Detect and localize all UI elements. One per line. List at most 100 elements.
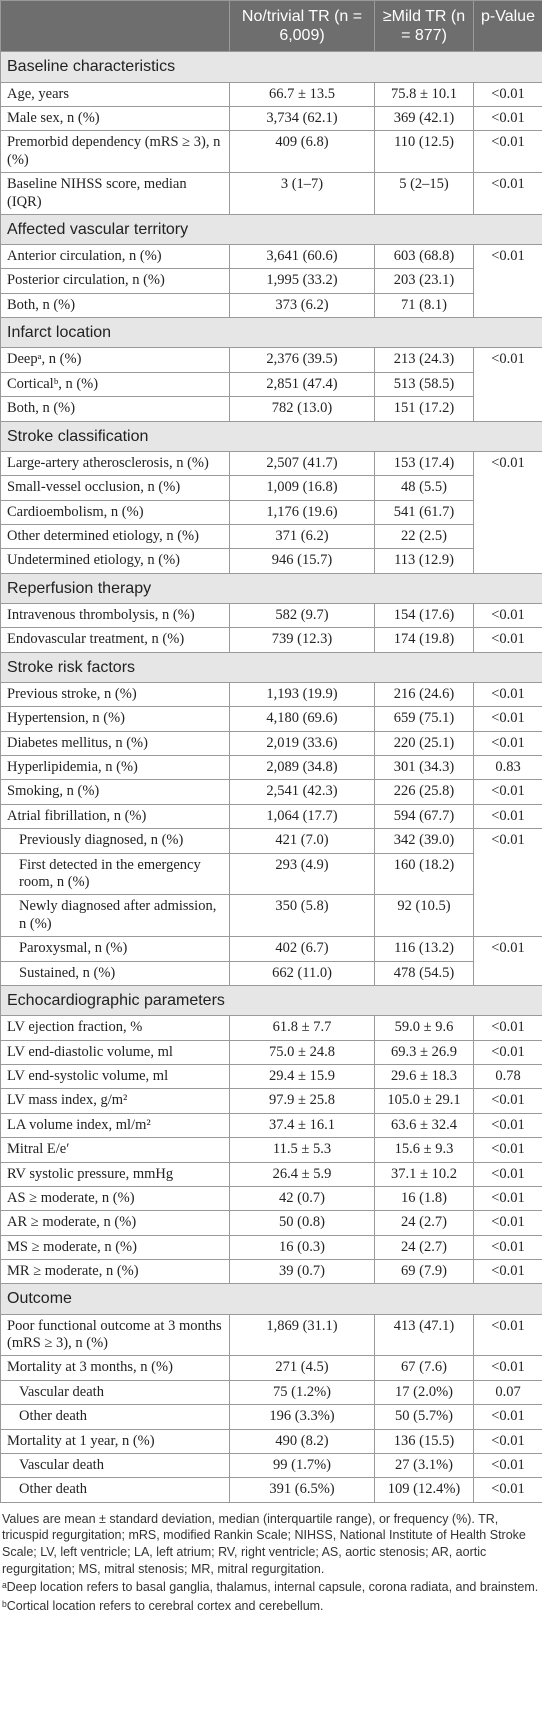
- row-label: Posterior circulation, n (%): [0, 268, 230, 294]
- p-value: <0.01: [473, 828, 542, 938]
- value-cell: 402 (6.7): [229, 936, 375, 962]
- value-cell: 413 (47.1): [374, 1313, 474, 1357]
- value-cell: 67 (7.6): [374, 1355, 474, 1381]
- data-row: Vascular death 99 (1.7%) 27 (3.1%) <0.01: [0, 1453, 542, 1479]
- row-label: MS ≥ moderate, n (%): [0, 1234, 230, 1261]
- data-row: Age, years 66.7 ± 13.5 75.8 ± 10.1 <0.01: [0, 81, 542, 107]
- value-cell: 409 (6.8): [229, 130, 375, 174]
- data-row: Both, n (%) 782 (13.0) 151 (17.2): [0, 396, 542, 422]
- data-row: Mortality at 3 months, n (%) 271 (4.5) 67 …: [0, 1355, 542, 1381]
- row-label: Both, n (%): [0, 292, 230, 319]
- data-row: Other death 196 (3.3%) 50 (5.7%) <0.01: [0, 1404, 542, 1430]
- value-cell: 37.4 ± 16.1: [229, 1112, 375, 1139]
- p-value: <0.01: [473, 602, 542, 629]
- data-row: Paroxysmal, n (%) 402 (6.7) 116 (13.2) <0.0…: [0, 936, 542, 986]
- p-value: <0.01: [473, 1453, 542, 1479]
- value-cell: 136 (15.5): [374, 1428, 474, 1455]
- data-row: LV end-systolic volume, ml 29.4 ± 15.9 29.…: [0, 1063, 542, 1090]
- p-value: <0.01: [473, 450, 542, 574]
- data-row: Both, n (%) 373 (6.2) 71 (8.1): [0, 292, 542, 319]
- value-cell: 1,064 (17.7): [229, 803, 375, 830]
- value-cell: 226 (25.8): [374, 779, 474, 805]
- value-cell: 75 (1.2%): [229, 1379, 375, 1406]
- value-cell: 113 (12.9): [374, 548, 474, 574]
- row-label: Newly diagnosed after admission, n (%): [0, 894, 230, 938]
- data-row: LV end-diastolic volume, ml 75.0 ± 24.8 69…: [0, 1039, 542, 1065]
- value-cell: 16 (1.8): [374, 1185, 474, 1212]
- row-label: Diabetes mellitus, n (%): [0, 730, 230, 757]
- row-label: Undetermined etiology, n (%): [0, 548, 230, 574]
- row-label: LV end-diastolic volume, ml: [0, 1039, 230, 1065]
- section-title: Infarct location: [0, 317, 542, 349]
- row-label: Intravenous thrombolysis, n (%): [0, 602, 230, 629]
- p-value: <0.01: [473, 1355, 542, 1381]
- section-title: Echocardiographic parameters: [0, 984, 542, 1017]
- data-row: Undetermined etiology, n (%) 946 (15.7) 11…: [0, 548, 542, 574]
- row-label: Atrial fibrillation, n (%): [0, 803, 230, 830]
- value-cell: 3 (1–7): [229, 172, 375, 215]
- value-cell: 196 (3.3%): [229, 1404, 375, 1430]
- p-value: <0.01: [473, 627, 542, 653]
- row-label: Other death: [0, 1404, 230, 1430]
- p-value: <0.01: [473, 1088, 542, 1114]
- row-label: LV mass index, g/m²: [0, 1088, 230, 1114]
- data-row: MS ≥ moderate, n (%) 16 (0.3) 24 (2.7) <0.0…: [0, 1234, 542, 1261]
- section-row: Reperfusion therapy: [0, 572, 542, 604]
- data-row: Large-artery atherosclerosis, n (%) 2,507…: [0, 450, 542, 574]
- footnote: ᵇCortical location refers to cerebral co…: [2, 1598, 324, 1613]
- p-value: <0.01: [473, 706, 542, 732]
- data-table: No/trivial TR (n = 6,009) ≥Mild TR (n = 8…: [0, 0, 542, 1503]
- data-row: First detected in the emergency room, n …: [0, 852, 542, 896]
- value-cell: 153 (17.4): [374, 450, 474, 477]
- data-row: Posterior circulation, n (%) 1,995 (33.2)…: [0, 268, 542, 294]
- value-cell: 2,376 (39.5): [229, 347, 375, 373]
- value-cell: 2,851 (47.4): [229, 371, 375, 398]
- row-label: Smoking, n (%): [0, 779, 230, 805]
- row-label: Mortality at 1 year, n (%): [0, 1428, 230, 1455]
- value-cell: 1,995 (33.2): [229, 268, 375, 294]
- data-row: Poor functional outcome at 3 months (mRS…: [0, 1313, 542, 1357]
- value-cell: 71 (8.1): [374, 292, 474, 319]
- row-label: Baseline NIHSS score, median (IQR): [0, 172, 230, 215]
- value-cell: 4,180 (69.6): [229, 706, 375, 732]
- value-cell: 75.8 ± 10.1: [374, 81, 474, 107]
- data-row: Cardioembolism, n (%) 1,176 (19.6) 541 (61…: [0, 499, 542, 525]
- p-value: <0.01: [473, 1015, 542, 1041]
- value-cell: 946 (15.7): [229, 548, 375, 574]
- section-row: Outcome: [0, 1283, 542, 1315]
- value-cell: 1,009 (16.8): [229, 475, 375, 501]
- row-label: Both, n (%): [0, 396, 230, 422]
- value-cell: 105.0 ± 29.1: [374, 1088, 474, 1114]
- row-label: RV systolic pressure, mmHg: [0, 1161, 230, 1187]
- value-cell: 16 (0.3): [229, 1234, 375, 1261]
- section-title: Stroke classification: [0, 420, 542, 452]
- header-row: No/trivial TR (n = 6,009) ≥Mild TR (n = 8…: [0, 0, 542, 53]
- value-cell: 75.0 ± 24.8: [229, 1039, 375, 1065]
- value-cell: 213 (24.3): [374, 347, 474, 373]
- row-label: Previously diagnosed, n (%): [0, 828, 230, 854]
- section-title: Reperfusion therapy: [0, 572, 542, 604]
- value-cell: 59.0 ± 9.6: [374, 1015, 474, 1041]
- section-row: Affected vascular territory: [0, 213, 542, 246]
- data-row: Baseline NIHSS score, median (IQR) 3 (1–7…: [0, 172, 542, 215]
- row-label: Mortality at 3 months, n (%): [0, 1355, 230, 1381]
- p-value: <0.01: [473, 1185, 542, 1212]
- row-label: Deepᵃ, n (%): [0, 347, 230, 373]
- section-row: Infarct location: [0, 317, 542, 349]
- value-cell: 421 (7.0): [229, 828, 375, 854]
- value-cell: 2,541 (42.3): [229, 779, 375, 805]
- section-title: Stroke risk factors: [0, 651, 542, 683]
- footnotes: Values are mean ± standard deviation, me…: [0, 1503, 542, 1615]
- p-value: <0.01: [473, 105, 542, 132]
- value-cell: 369 (42.1): [374, 105, 474, 132]
- section-row: Stroke risk factors: [0, 651, 542, 683]
- value-cell: 342 (39.0): [374, 828, 474, 854]
- value-cell: 63.6 ± 32.4: [374, 1112, 474, 1139]
- table-body: Baseline characteristics Age, years 66.7 ±…: [0, 51, 542, 1503]
- p-value: <0.01: [473, 81, 542, 107]
- value-cell: 27 (3.1%): [374, 1453, 474, 1479]
- value-cell: 659 (75.1): [374, 706, 474, 732]
- data-row: Intravenous thrombolysis, n (%) 582 (9.7)…: [0, 602, 542, 629]
- value-cell: 3,641 (60.6): [229, 244, 375, 270]
